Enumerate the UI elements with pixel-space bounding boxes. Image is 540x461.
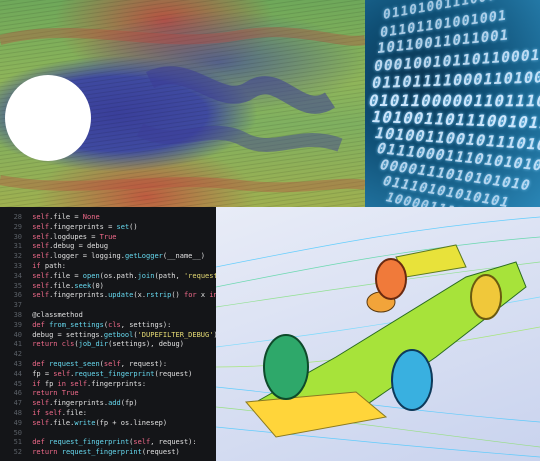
line-number: 44 bbox=[13, 369, 22, 378]
line-number: 33 bbox=[13, 262, 22, 270]
code-line: 38 @classmethod bbox=[0, 311, 83, 320]
code-text: self.file.seek(0) bbox=[32, 281, 104, 290]
code-text: def request_fingerprint(self, request): bbox=[32, 438, 197, 447]
code-line: 44 fp = self.request_fingerprint(request… bbox=[0, 369, 193, 379]
f1-car-illustration bbox=[216, 216, 540, 458]
code-line: 51 def request_fingerprint(self, request… bbox=[0, 438, 197, 447]
code-line: 43 def request_seen(self, request): bbox=[0, 360, 168, 369]
code-text: return cls(job_dir(settings), debug) bbox=[32, 340, 184, 349]
line-number: 36 bbox=[13, 291, 22, 300]
line-number: 39 bbox=[13, 320, 22, 329]
code-text: debug = settings.getbool('DUPEFILTER_DEB… bbox=[28, 330, 216, 339]
code-line: 45 if fp in self.fingerprints: bbox=[0, 380, 146, 389]
line-number: 45 bbox=[13, 379, 22, 388]
code-line: 50 bbox=[0, 429, 28, 438]
line-number: 46 bbox=[13, 389, 22, 398]
binary-code-panel: 0110100111000 01101101001001 1011001101100… bbox=[365, 0, 540, 207]
line-number: 30 bbox=[13, 232, 22, 241]
code-text: fp = self.request_fingerprint(request) bbox=[28, 369, 193, 378]
code-line: 42 bbox=[0, 350, 28, 359]
line-number: 34 bbox=[13, 271, 22, 280]
code-line: 29 self.fingerprints = set() bbox=[0, 223, 138, 232]
code-line: 35 self.file.seek(0) bbox=[0, 282, 104, 291]
code-line: 37 bbox=[0, 301, 28, 310]
code-text: self.file = open(os.path.join(path, 'req… bbox=[32, 271, 216, 280]
cylinder-flow-panel bbox=[0, 0, 365, 207]
code-line: 47 self.fingerprints.add(fp) bbox=[0, 399, 138, 408]
code-line: 34 self.file = open(os.path.join(path, '… bbox=[0, 272, 216, 281]
line-number: 32 bbox=[13, 252, 22, 261]
code-text: self.logger = logging.getLogger(__name__… bbox=[32, 252, 206, 261]
line-number: 41 bbox=[13, 340, 22, 349]
line-number: 52 bbox=[13, 448, 22, 457]
code-text: def request_seen(self, request): bbox=[32, 360, 168, 368]
code-line: 32 self.logger = logging.getLogger(__nam… bbox=[0, 252, 205, 261]
line-number: 37 bbox=[13, 301, 22, 310]
code-line: 46 return True bbox=[0, 389, 79, 398]
code-text: self.debug = debug bbox=[32, 242, 109, 251]
code-line: 36 self.fingerprints.update(x.rstrip() f… bbox=[0, 291, 216, 300]
code-text: self.fingerprints.update(x.rstrip() for … bbox=[32, 291, 216, 300]
flow-streamlines bbox=[0, 0, 365, 207]
code-text: if path: bbox=[32, 262, 66, 270]
line-number: 28 bbox=[13, 213, 22, 221]
line-number: 38 bbox=[13, 311, 22, 319]
front-right-wheel bbox=[391, 349, 433, 411]
code-line: 30 self.logdupes = True bbox=[0, 233, 117, 242]
code-text: self.file = None bbox=[32, 213, 100, 221]
code-line: 31 self.debug = debug bbox=[0, 242, 109, 251]
code-line: 52 return request_fingerprint(request) bbox=[0, 448, 180, 457]
line-number: 51 bbox=[13, 438, 22, 447]
code-text: self.file.write(fp + os.linesep) bbox=[32, 418, 168, 427]
line-number: 42 bbox=[13, 350, 22, 359]
code-text: if fp in self.fingerprints: bbox=[32, 379, 147, 388]
f1-car-cfd-panel bbox=[216, 207, 540, 461]
code-text: @classmethod bbox=[28, 311, 83, 319]
rear-left-wheel bbox=[375, 258, 407, 300]
code-line: 28 self.file = None bbox=[0, 213, 100, 222]
cylinder-obstacle bbox=[5, 75, 91, 161]
front-left-wheel bbox=[263, 334, 309, 400]
line-number: 48 bbox=[13, 409, 22, 417]
code-text: self.fingerprints = set() bbox=[32, 222, 138, 231]
line-number: 50 bbox=[13, 428, 22, 437]
front-wing bbox=[244, 391, 388, 438]
code-text: if self.file: bbox=[32, 409, 88, 417]
source-code-panel: 28 self.file = None 29 self.fingerprints … bbox=[0, 207, 216, 461]
line-number: 40 bbox=[13, 330, 22, 339]
line-number: 29 bbox=[13, 222, 22, 231]
code-line: 33 if path: bbox=[0, 262, 66, 271]
code-line: 40 debug = settings.getbool('DUPEFILTER_… bbox=[0, 331, 216, 340]
code-text: return True bbox=[32, 389, 79, 398]
line-number: 47 bbox=[13, 399, 22, 408]
line-number: 43 bbox=[13, 360, 22, 368]
code-text: return request_fingerprint(request) bbox=[32, 448, 180, 457]
code-text: self.logdupes = True bbox=[32, 232, 117, 241]
code-text: self.fingerprints.add(fp) bbox=[32, 399, 138, 408]
line-number: 35 bbox=[13, 281, 22, 290]
code-line: 41 return cls(job_dir(settings), debug) bbox=[0, 340, 184, 349]
rear-wing bbox=[395, 244, 467, 278]
line-number: 49 bbox=[13, 418, 22, 427]
line-number: 31 bbox=[13, 242, 22, 251]
code-line: 39 def from_settings(cls, settings): bbox=[0, 320, 172, 330]
code-text: def from_settings(cls, settings): bbox=[32, 320, 172, 329]
code-line: 49 self.file.write(fp + os.linesep) bbox=[0, 418, 168, 428]
rear-right-wheel bbox=[470, 274, 502, 320]
code-line: 48 if self.file: bbox=[0, 409, 87, 418]
